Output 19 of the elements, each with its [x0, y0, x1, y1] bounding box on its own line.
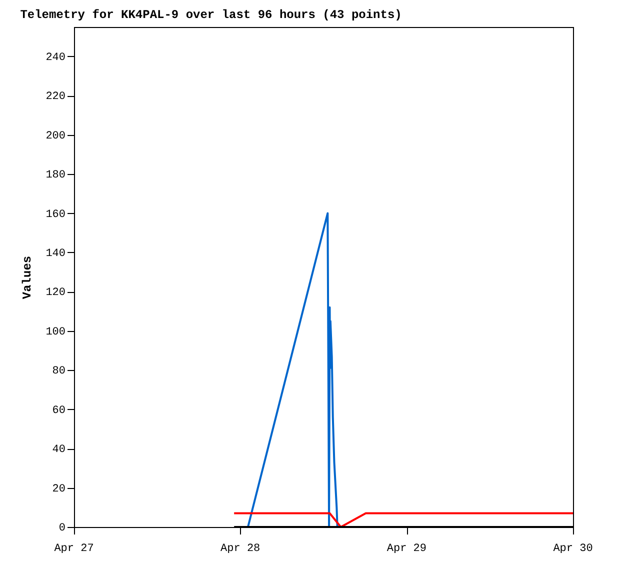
chart-title: Telemetry for KK4PAL-9 over last 96 hours (43 points): [20, 8, 402, 22]
x-tick-label: Apr 27: [54, 543, 94, 555]
y-tick-label: 220: [46, 91, 66, 104]
y-tick-label: 140: [46, 248, 66, 260]
y-axis-title: Values: [20, 256, 35, 300]
y-tick-label: 80: [52, 366, 66, 378]
y-tick-label: 60: [52, 404, 66, 417]
x-tick-label: Apr 30: [553, 543, 593, 555]
y-tick-label: 40: [52, 444, 66, 456]
y-tick-label: 20: [52, 483, 66, 496]
y-tick-label: 200: [46, 130, 66, 142]
y-tick-label: 240: [46, 52, 66, 64]
y-tick-label: 120: [46, 287, 66, 300]
y-tick-label: 100: [46, 326, 66, 338]
y-tick-label: 180: [46, 170, 66, 182]
y-tick-label: 0: [58, 522, 66, 534]
x-tick-label: Apr 29: [386, 543, 426, 555]
y-tick-label: 160: [46, 208, 66, 221]
x-tick-label: Apr 28: [220, 543, 260, 555]
